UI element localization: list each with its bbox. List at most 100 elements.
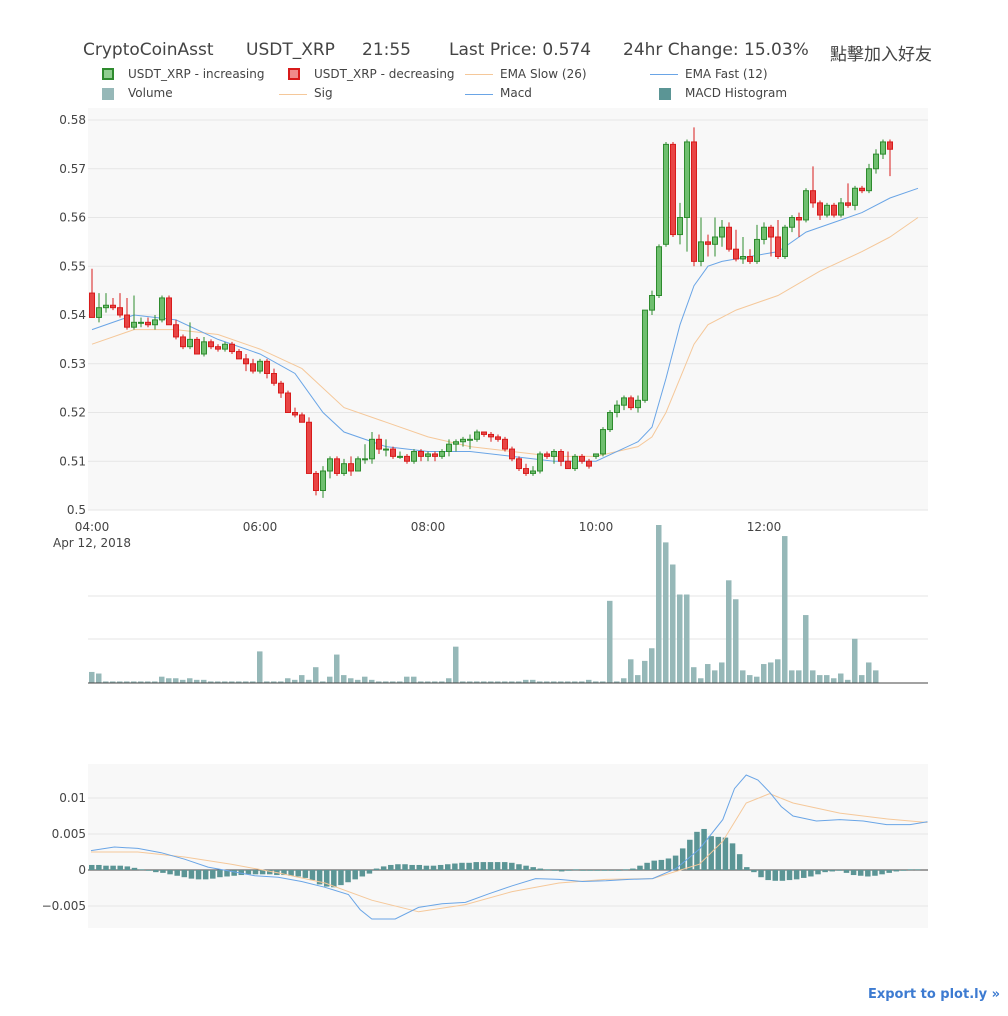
macd-hist-bar[interactable] — [416, 864, 423, 870]
volume-bar[interactable] — [334, 654, 340, 683]
candle-body[interactable] — [698, 241, 704, 262]
macd-hist-bar[interactable] — [473, 862, 479, 870]
macd-hist-bar[interactable] — [850, 870, 857, 876]
macd-hist-bar[interactable] — [138, 869, 145, 871]
macd-hist-bar[interactable] — [815, 870, 821, 875]
candle-body[interactable] — [677, 217, 683, 236]
legend-ema-slow-label[interactable]: EMA Slow (26) — [500, 67, 587, 81]
legend-ema-fast-label[interactable]: EMA Fast (12) — [685, 67, 768, 81]
macd-hist-bar[interactable] — [238, 870, 245, 876]
candle-body[interactable] — [789, 217, 795, 228]
candle-body[interactable] — [285, 392, 291, 413]
volume-bar[interactable] — [733, 599, 739, 683]
macd-hist-bar[interactable] — [779, 870, 786, 881]
macd-hist-bar[interactable] — [808, 870, 814, 877]
volume-bar[interactable] — [467, 681, 473, 683]
macd-hist-bar[interactable] — [96, 864, 102, 870]
candle-body[interactable] — [173, 324, 179, 338]
volume-bar[interactable] — [425, 681, 431, 683]
macd-hist-bar[interactable] — [509, 862, 515, 870]
macd-hist-bar[interactable] — [672, 855, 679, 870]
macd-hist-bar[interactable] — [658, 859, 665, 870]
volume-bar[interactable] — [285, 678, 291, 683]
macd-hist-bar[interactable] — [722, 837, 729, 870]
candle-body[interactable] — [740, 256, 746, 260]
candle-body[interactable] — [523, 468, 529, 474]
volume-bar[interactable] — [614, 681, 620, 683]
legend-ema-fast-swatch[interactable] — [650, 74, 678, 75]
candle-body[interactable] — [684, 141, 690, 218]
volume-bar[interactable] — [775, 659, 781, 683]
macd-hist-bar[interactable] — [210, 870, 216, 879]
macd-hist-bar[interactable] — [131, 867, 138, 870]
macd-hist-bar[interactable] — [195, 870, 202, 880]
candle-body[interactable] — [446, 443, 452, 452]
candle-body[interactable] — [593, 453, 599, 457]
volume-bar[interactable] — [341, 675, 347, 683]
candle-body[interactable] — [649, 295, 655, 311]
volume-bar[interactable] — [768, 662, 774, 683]
volume-bar[interactable] — [222, 681, 228, 683]
macd-hist-bar[interactable] — [701, 828, 707, 870]
candle-body[interactable] — [768, 226, 774, 238]
volume-bar[interactable] — [103, 681, 109, 683]
candle-body[interactable] — [761, 226, 767, 240]
macd-hist-bar[interactable] — [437, 864, 444, 870]
macd-hist-bar[interactable] — [751, 870, 757, 873]
volume-bar[interactable] — [208, 681, 214, 683]
macd-hist-bar[interactable] — [843, 870, 850, 873]
volume-bar[interactable] — [649, 648, 655, 683]
candle-body[interactable] — [110, 304, 116, 309]
candle-body[interactable] — [271, 373, 277, 384]
candle-body[interactable] — [719, 226, 725, 238]
macd-hist-bar[interactable] — [801, 870, 807, 878]
volume-bar[interactable] — [558, 681, 564, 683]
candle-body[interactable] — [796, 217, 802, 221]
volume-bar[interactable] — [257, 651, 263, 683]
macd-hist-bar[interactable] — [217, 870, 223, 878]
volume-bar[interactable] — [691, 667, 697, 683]
volume-bar[interactable] — [523, 679, 529, 683]
volume-bar[interactable] — [173, 678, 179, 683]
candle-body[interactable] — [383, 448, 389, 451]
volume-bar[interactable] — [642, 660, 648, 683]
volume-bar[interactable] — [859, 675, 865, 683]
export-link[interactable]: Export to plot.ly » — [867, 987, 1000, 1002]
macd-hist-bar[interactable] — [836, 870, 843, 871]
volume-bar[interactable] — [782, 536, 788, 683]
candle-body[interactable] — [544, 453, 550, 457]
volume-bar[interactable] — [117, 681, 123, 683]
candle-body[interactable] — [250, 363, 256, 372]
volume-bar[interactable] — [453, 646, 459, 683]
macd-hist-bar[interactable] — [715, 836, 722, 870]
legend-sig-swatch[interactable] — [279, 94, 307, 95]
candle-body[interactable] — [264, 360, 270, 374]
candle-body[interactable] — [558, 451, 564, 462]
macd-hist-bar[interactable] — [288, 870, 294, 876]
candle-body[interactable] — [817, 202, 823, 216]
volume-bar[interactable] — [670, 564, 676, 684]
macd-hist-bar[interactable] — [558, 870, 565, 872]
candle-body[interactable] — [642, 309, 648, 401]
volume-bar[interactable] — [264, 681, 270, 683]
macd-hist-bar[interactable] — [637, 865, 643, 870]
candle-body[interactable] — [460, 438, 466, 443]
macd-hist-bar[interactable] — [445, 864, 451, 870]
macd-hist-bar[interactable] — [281, 870, 287, 876]
candle-body[interactable] — [166, 297, 172, 326]
candle-body[interactable] — [586, 460, 592, 467]
candle-body[interactable] — [404, 455, 410, 462]
candle-body[interactable] — [866, 168, 872, 192]
candle-body[interactable] — [481, 431, 487, 435]
candle-body[interactable] — [859, 187, 865, 192]
candle-body[interactable] — [572, 455, 578, 470]
candle-body[interactable] — [705, 241, 711, 245]
volume-bar[interactable] — [418, 681, 424, 683]
macd-hist-bar[interactable] — [566, 870, 572, 871]
macd-hist-bar[interactable] — [530, 867, 536, 870]
macd-hist-bar[interactable] — [914, 869, 921, 871]
candle-body[interactable] — [411, 451, 417, 462]
macd-hist-bar[interactable] — [608, 870, 615, 871]
volume-bar[interactable] — [187, 678, 193, 683]
legend-ema-slow-swatch[interactable] — [465, 74, 493, 75]
